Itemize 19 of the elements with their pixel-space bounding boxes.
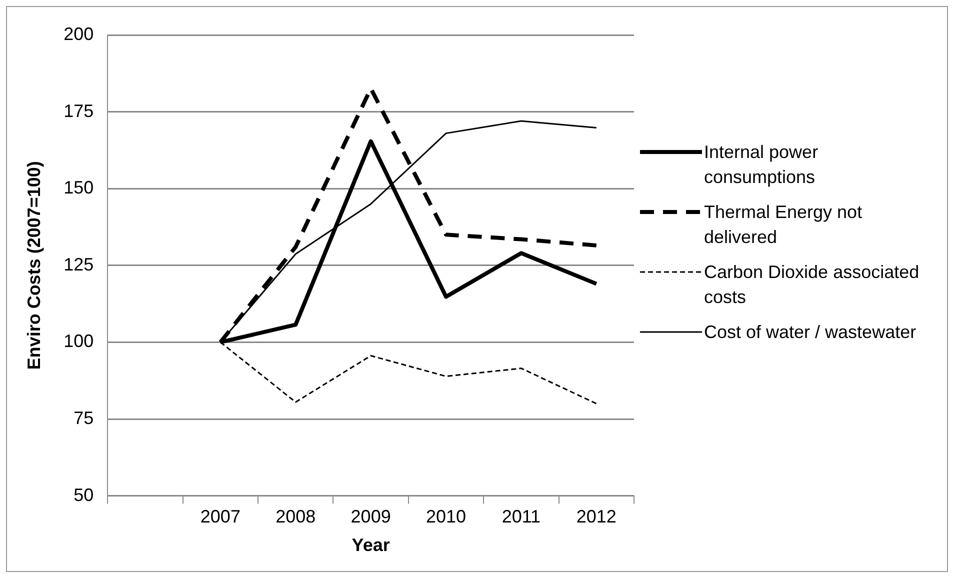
x-tick-label: 2011 <box>502 506 541 527</box>
x-tick-label: 2007 <box>200 506 240 527</box>
y-tick-label: 200 <box>64 24 94 44</box>
y-tick-label: 175 <box>64 100 94 121</box>
x-tick-label: 2010 <box>426 506 466 527</box>
x-axis-title: Year <box>352 535 390 556</box>
y-tick-label: 150 <box>64 178 94 198</box>
x-tick-label: 2012 <box>576 506 616 527</box>
legend-label: Carbon Dioxide associated costs <box>704 261 920 309</box>
y-tick-label: 75 <box>74 408 94 428</box>
legend-label: Cost of water / wastewater <box>704 321 918 344</box>
y-axis-title: Enviro Costs (2007=100) <box>24 161 44 370</box>
legend-label: Thermal Energy not delivered <box>704 201 864 249</box>
legend-label: Internal power consumptions <box>704 141 820 189</box>
x-tick-label: 2008 <box>276 506 316 527</box>
y-tick-label: 125 <box>64 254 94 274</box>
x-tick-label: 2009 <box>350 506 391 527</box>
y-tick-label: 100 <box>64 331 94 352</box>
y-tick-label: 50 <box>74 484 94 505</box>
